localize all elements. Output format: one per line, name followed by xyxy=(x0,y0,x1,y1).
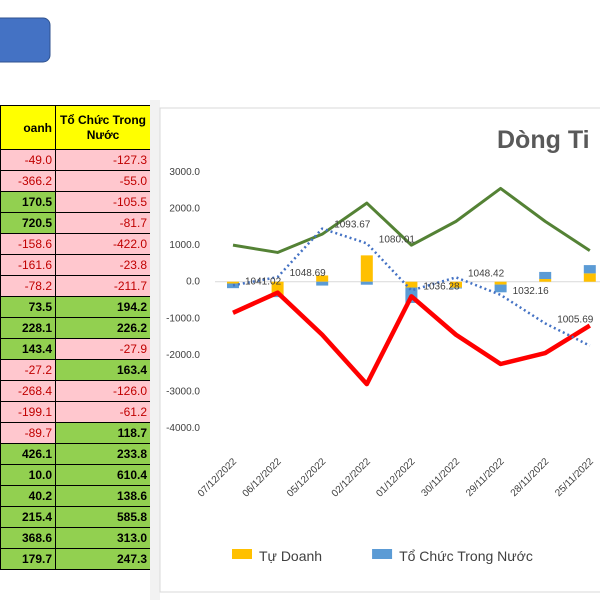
bar xyxy=(450,287,462,289)
table-row: -158.6 -422.0 xyxy=(0,233,151,255)
table-row: 170.5 -105.5 xyxy=(0,191,151,213)
y-tick-label: -1000.0 xyxy=(166,313,200,324)
y-tick-label: 1000.0 xyxy=(169,240,200,251)
bar xyxy=(405,281,418,288)
table-cell: -268.4 xyxy=(0,380,56,402)
table-cell: -105.5 xyxy=(55,191,151,213)
column-header: Tổ Chức Trong Nước xyxy=(55,105,151,150)
data-label: 1032.16 xyxy=(513,286,550,297)
bar xyxy=(583,273,596,282)
table-cell: 163.4 xyxy=(55,359,151,381)
table-cell: -158.6 xyxy=(0,233,56,255)
bar xyxy=(494,284,507,293)
table-row: -161.6 -23.8 xyxy=(0,254,151,276)
data-label: 1036.28 xyxy=(423,281,460,292)
line xyxy=(232,290,591,387)
chart-area xyxy=(159,107,600,593)
legend-swatch xyxy=(372,549,393,559)
y-tick-label: 0.0 xyxy=(186,277,200,288)
bar xyxy=(227,283,239,289)
table-cell: -55.0 xyxy=(55,170,151,192)
y-tick-label: 2000.0 xyxy=(169,204,200,215)
table-row: 426.1 233.8 xyxy=(0,443,151,465)
legend-label: Tổ Chức Trong Nước xyxy=(399,548,533,564)
table-cell: 313.0 xyxy=(55,527,151,549)
bar xyxy=(360,281,373,285)
button[interactable] xyxy=(0,17,51,63)
bar xyxy=(360,255,373,282)
table-row: 143.4 -27.9 xyxy=(0,338,151,360)
data-label: 1005.69 xyxy=(557,314,594,325)
bar xyxy=(271,295,284,298)
table-row: 368.6 313.0 xyxy=(0,527,151,549)
data-label: 1041.02 xyxy=(245,276,282,287)
table-cell: -199.1 xyxy=(0,401,56,423)
data-label: 1048.42 xyxy=(468,268,505,279)
bar xyxy=(316,281,329,286)
column-header: oanh xyxy=(0,105,56,150)
y-tick-label: -3000.0 xyxy=(166,386,200,397)
table-row: -78.2 -211.7 xyxy=(0,275,151,297)
table-row: 215.4 585.8 xyxy=(0,506,151,528)
y-tick-label: -2000.0 xyxy=(166,350,200,361)
table-cell: -78.2 xyxy=(0,275,56,297)
chart-title: Dòng Ti xyxy=(497,126,590,154)
table-cell: -366.2 xyxy=(0,170,56,192)
table-cell: 585.8 xyxy=(55,506,151,528)
table-row: 720.5 -81.7 xyxy=(0,212,151,234)
table-cell: -422.0 xyxy=(55,233,151,255)
table-cell: 720.5 xyxy=(0,212,56,234)
bar xyxy=(316,275,329,282)
data-label: 1093.67 xyxy=(334,220,371,231)
table-cell: 247.3 xyxy=(55,548,151,570)
table-cell: -211.7 xyxy=(55,275,151,297)
bar xyxy=(450,281,462,288)
table-row: 40.2 138.6 xyxy=(0,485,151,507)
table-cell: 426.1 xyxy=(0,443,56,465)
y-tick-label: 3000.0 xyxy=(169,167,200,178)
bar xyxy=(494,281,507,285)
table-cell: -23.8 xyxy=(55,254,151,276)
table-cell: -126.0 xyxy=(55,380,151,402)
table-row: -366.2 -55.0 xyxy=(0,170,151,192)
table-cell: 215.4 xyxy=(0,506,56,528)
table-cell: -27.9 xyxy=(55,338,151,360)
header-row: oanh Tổ Chức Trong Nước xyxy=(0,105,151,150)
bar xyxy=(539,271,552,280)
table-cell: 138.6 xyxy=(55,485,151,507)
line xyxy=(232,186,591,254)
table-cell: 610.4 xyxy=(55,464,151,486)
gap xyxy=(150,100,160,600)
table-cell: -81.7 xyxy=(55,212,151,234)
table-cell: -89.7 xyxy=(0,422,56,444)
data-label: 1080.01 xyxy=(379,234,416,245)
table-row: -199.1 -61.2 xyxy=(0,401,151,423)
legend-swatch xyxy=(232,549,252,559)
table-cell: 179.7 xyxy=(0,548,56,570)
table-cell: -161.6 xyxy=(0,254,56,276)
table-row: -49.0 -127.3 xyxy=(0,149,151,171)
bar xyxy=(539,279,552,282)
table-cell: -61.2 xyxy=(55,401,151,423)
table-cell: 170.5 xyxy=(0,191,56,213)
table-row: -27.2 163.4 xyxy=(0,359,151,381)
table-cell: 228.1 xyxy=(0,317,56,339)
table-cell: 233.8 xyxy=(55,443,151,465)
table-row: 179.7 247.3 xyxy=(0,548,151,570)
table-row: -268.4 -126.0 xyxy=(0,380,151,402)
y-tick-label: -4000.0 xyxy=(166,423,200,434)
bar xyxy=(227,281,239,284)
legend-label: Tự Doanh xyxy=(259,548,322,564)
table-cell: -127.3 xyxy=(55,149,151,171)
table-cell: 368.6 xyxy=(0,527,56,549)
data-table: oanh Tổ Chức Trong Nước -49.0 -127.3 -366.2… xyxy=(0,105,151,570)
bar xyxy=(583,265,596,274)
data-label: 1048.69 xyxy=(290,268,327,279)
